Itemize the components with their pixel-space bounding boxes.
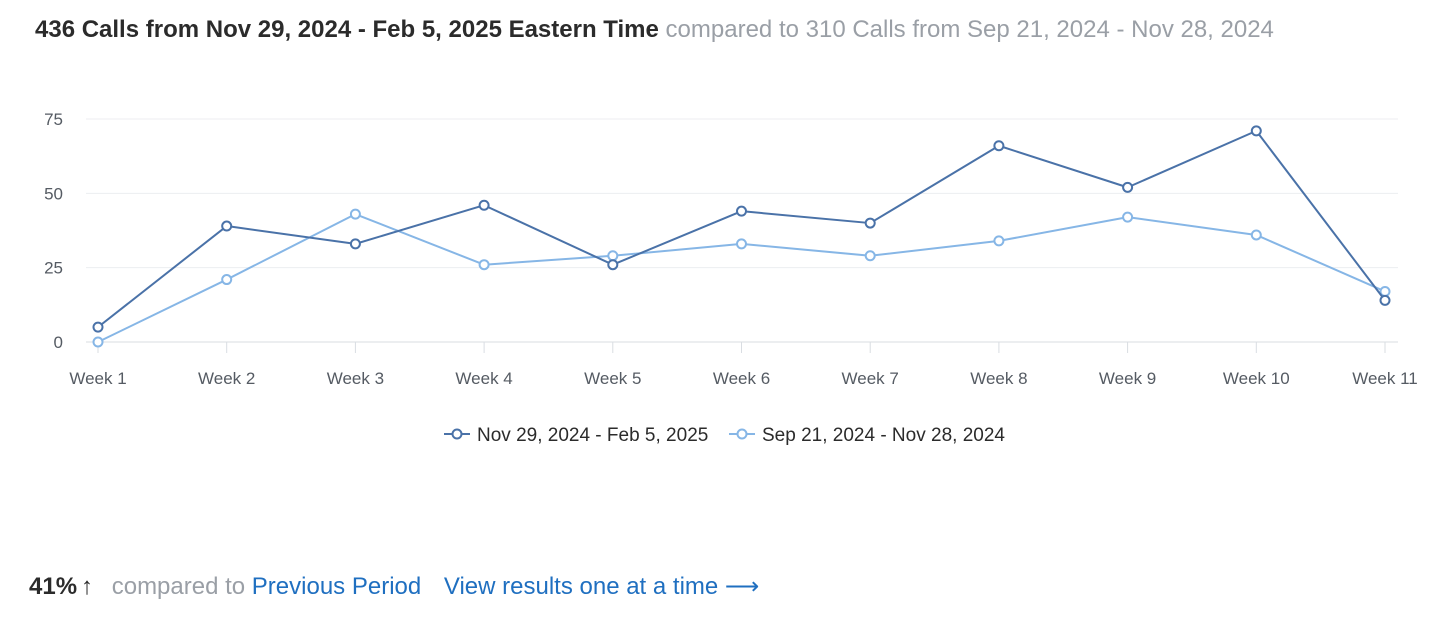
arrow-up-icon: ↑ [81, 573, 94, 600]
x-tick-label: Week 2 [198, 369, 255, 388]
view-one-at-a-time-link[interactable]: View results one at a time ⟶ [444, 573, 759, 600]
legend-marker [451, 428, 463, 440]
data-point[interactable] [349, 208, 361, 220]
y-tick-label: 0 [54, 333, 63, 352]
grid-lines [86, 118, 1398, 343]
data-point[interactable] [92, 321, 104, 333]
compared-to-label: compared to [111, 573, 246, 600]
legend-label: Nov 29, 2024 - Feb 5, 2025 [477, 425, 708, 446]
percent-change: 41% [29, 573, 78, 600]
y-axis: 0 25 50 75 [44, 110, 63, 352]
data-point[interactable] [736, 238, 747, 250]
x-axis: Week 1 Week 2 Week 3 Week 4 Week 5 Week 6 Week… [69, 342, 1418, 388]
summary-footer: 41% ↑ compared to Previous Period View re… [29, 572, 759, 601]
x-tick-label: Week 6 [713, 369, 770, 388]
legend-item-2[interactable]: Sep 21, 2024 - Nov 28, 2024 [729, 425, 1005, 446]
data-point[interactable] [92, 336, 104, 348]
y-tick-label: 50 [44, 184, 63, 203]
series-1 [92, 125, 1391, 333]
arrow-right-icon: ⟶ [724, 573, 760, 600]
x-tick-label: Week 8 [970, 369, 1027, 388]
x-tick-label: Week 3 [327, 369, 384, 388]
data-point[interactable] [221, 220, 233, 232]
data-point[interactable] [478, 259, 490, 271]
data-point[interactable] [993, 140, 1005, 152]
y-tick-label: 75 [44, 110, 63, 129]
data-point[interactable] [1250, 125, 1262, 137]
y-tick-label: 25 [44, 259, 63, 278]
series-2 [92, 208, 1391, 348]
series-line [97, 213, 1386, 343]
data-point[interactable] [607, 259, 619, 271]
data-point[interactable] [1122, 211, 1134, 223]
x-tick-label: Week 11 [1352, 369, 1418, 388]
data-point[interactable] [864, 217, 876, 229]
legend-item-1[interactable]: Nov 29, 2024 - Feb 5, 2025 [444, 425, 708, 446]
legend-label: Sep 21, 2024 - Nov 28, 2024 [762, 425, 1005, 446]
x-tick-label: Week 5 [584, 369, 641, 388]
data-point[interactable] [607, 250, 619, 262]
x-tick-label: Week 9 [1099, 369, 1156, 388]
x-tick-label: Week 1 [69, 369, 126, 388]
data-point[interactable] [478, 199, 490, 211]
previous-period-link[interactable]: Previous Period [251, 573, 422, 600]
x-tick-label: Week 10 [1223, 369, 1290, 388]
chart-headline: 436 Calls from Nov 29, 2024 - Feb 5, 202… [35, 16, 1274, 44]
view-link-label: View results one at a time [443, 573, 719, 600]
legend-marker [736, 428, 748, 440]
x-tick-label: Week 7 [842, 369, 899, 388]
data-point[interactable] [864, 250, 876, 262]
data-point[interactable] [736, 205, 747, 217]
data-point[interactable] [993, 235, 1005, 247]
x-tick-label: Week 4 [455, 369, 512, 388]
legend[interactable]: Nov 29, 2024 - Feb 5, 2025 Sep 21, 2024 -… [444, 425, 1005, 446]
data-point[interactable] [1122, 181, 1134, 193]
headline-main: 436 Calls from Nov 29, 2024 - Feb 5, 202… [35, 16, 659, 43]
data-point[interactable] [1250, 229, 1262, 241]
data-point[interactable] [221, 274, 233, 286]
headline-compare: compared to 310 Calls from Sep 21, 2024 … [665, 16, 1274, 43]
data-point[interactable] [1379, 294, 1391, 306]
data-point[interactable] [349, 238, 361, 250]
series-line [97, 129, 1386, 328]
series-layer [92, 125, 1391, 348]
